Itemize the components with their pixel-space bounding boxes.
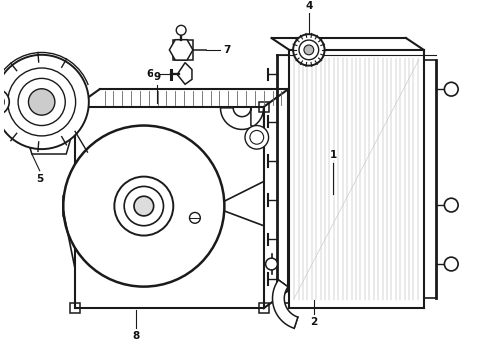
Circle shape — [63, 126, 224, 287]
Circle shape — [0, 55, 89, 149]
Circle shape — [444, 82, 458, 96]
Circle shape — [250, 130, 264, 144]
Circle shape — [245, 126, 269, 149]
Circle shape — [266, 258, 277, 270]
Bar — [70, 102, 80, 112]
Circle shape — [0, 94, 4, 110]
Bar — [259, 102, 269, 112]
Circle shape — [8, 68, 75, 136]
Text: 4: 4 — [305, 1, 313, 11]
Circle shape — [18, 78, 65, 126]
Polygon shape — [272, 280, 298, 328]
Circle shape — [190, 212, 200, 223]
Polygon shape — [220, 108, 264, 132]
Text: 3: 3 — [248, 140, 255, 150]
Circle shape — [134, 196, 154, 216]
Text: 1: 1 — [330, 150, 337, 160]
Circle shape — [114, 177, 173, 235]
Polygon shape — [27, 137, 71, 154]
Circle shape — [444, 198, 458, 212]
Circle shape — [299, 40, 318, 60]
Text: 2: 2 — [310, 317, 318, 327]
Circle shape — [0, 89, 9, 115]
Polygon shape — [177, 63, 192, 84]
Polygon shape — [63, 196, 75, 216]
Circle shape — [293, 34, 324, 66]
Text: 8: 8 — [132, 331, 140, 341]
Circle shape — [124, 186, 164, 226]
Bar — [173, 40, 193, 60]
Text: 6: 6 — [146, 69, 153, 80]
Circle shape — [176, 25, 186, 35]
Polygon shape — [170, 40, 193, 60]
Circle shape — [304, 45, 314, 55]
Bar — [70, 303, 80, 313]
Circle shape — [444, 257, 458, 271]
Bar — [259, 303, 269, 313]
Text: 9: 9 — [153, 72, 160, 82]
Text: 7: 7 — [223, 45, 231, 55]
Text: 5: 5 — [36, 174, 43, 184]
Circle shape — [28, 89, 55, 115]
